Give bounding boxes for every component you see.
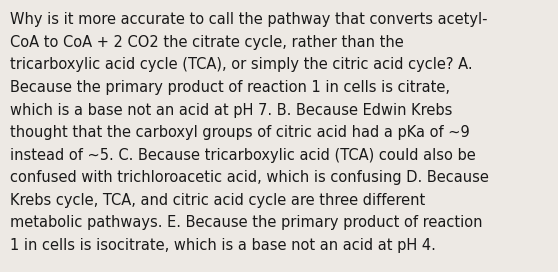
Text: confused with trichloroacetic acid, which is confusing D. Because: confused with trichloroacetic acid, whic… <box>10 170 489 185</box>
Text: which is a base not an acid at pH 7. B. Because Edwin Krebs: which is a base not an acid at pH 7. B. … <box>10 103 453 118</box>
Text: tricarboxylic acid cycle (TCA), or simply the citric acid cycle? A.: tricarboxylic acid cycle (TCA), or simpl… <box>10 57 473 72</box>
Text: thought that the carboxyl groups of citric acid had a pKa of ~9: thought that the carboxyl groups of citr… <box>10 125 470 140</box>
Text: 1 in cells is isocitrate, which is a base not an acid at pH 4.: 1 in cells is isocitrate, which is a bas… <box>10 238 436 253</box>
Text: metabolic pathways. E. Because the primary product of reaction: metabolic pathways. E. Because the prima… <box>10 215 483 230</box>
Text: Because the primary product of reaction 1 in cells is citrate,: Because the primary product of reaction … <box>10 80 450 95</box>
Text: CoA to CoA + 2 CO2 the citrate cycle, rather than the: CoA to CoA + 2 CO2 the citrate cycle, ra… <box>10 35 404 50</box>
Text: Krebs cycle, TCA, and citric acid cycle are three different: Krebs cycle, TCA, and citric acid cycle … <box>10 193 425 208</box>
Text: Why is it more accurate to call the pathway that converts acetyl-: Why is it more accurate to call the path… <box>10 12 488 27</box>
Text: instead of ~5. C. Because tricarboxylic acid (TCA) could also be: instead of ~5. C. Because tricarboxylic … <box>10 148 476 163</box>
